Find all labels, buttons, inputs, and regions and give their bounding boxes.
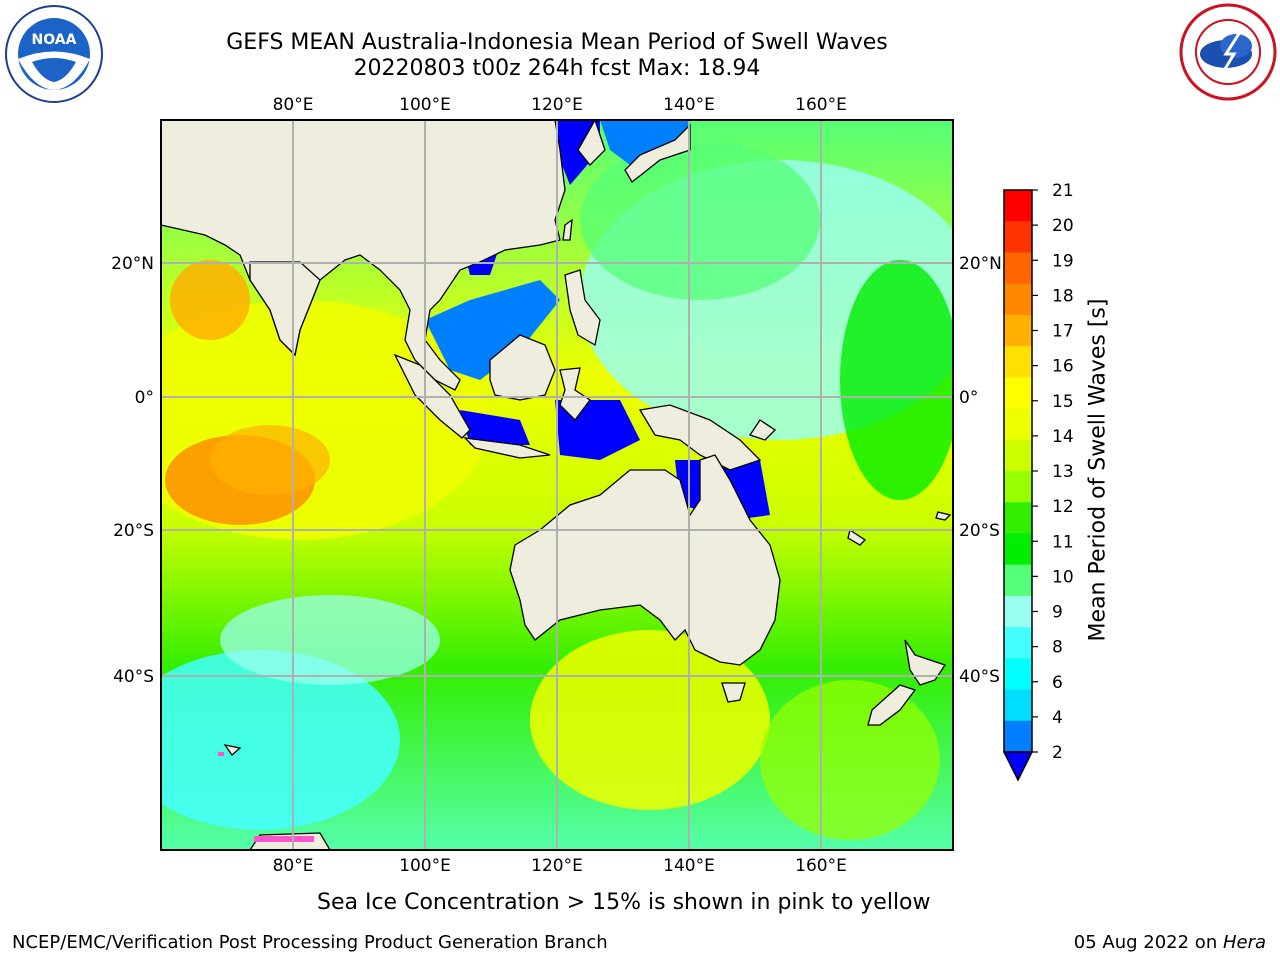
colorbar-ticks: 21 20 19 18 17 16 15 14 13 12 11 10 9 8 6 4 2: [1032, 181, 1074, 763]
footer-host: Hera: [1222, 932, 1266, 953]
colorbar-label: Mean Period of Swell Waves [s]: [1085, 298, 1111, 642]
sea-ice-note: Sea Ice Concentration > 15% is shown in …: [317, 890, 931, 915]
lat-label-right: 20°N: [959, 254, 1002, 274]
lon-label-bottom: 120°E: [531, 856, 583, 876]
lon-label-top: 160°E: [795, 95, 847, 115]
noaa-logo: NOAA: [5, 5, 103, 103]
lat-label-left: 40°S: [113, 667, 154, 687]
colorbar-tick-label: 2: [1052, 743, 1063, 763]
lat-label-left: 20°N: [111, 254, 154, 274]
lon-label-top: 80°E: [273, 95, 314, 115]
colorbar-tick-label: 4: [1052, 708, 1063, 728]
lon-label-top: 120°E: [531, 95, 583, 115]
colorbar-tick-label: 17: [1052, 322, 1074, 342]
lat-label-right: 40°S: [959, 667, 1000, 687]
colorbar-segment: [1004, 595, 1032, 628]
colorbar-tick-label: 10: [1052, 567, 1074, 587]
footer-date: 05 Aug 2022 on Hera: [1074, 932, 1266, 953]
colorbar-segment: [1004, 283, 1032, 316]
colorbar-tick-label: 20: [1052, 216, 1074, 236]
lat-label-left: 20°S: [113, 521, 154, 541]
swell-period-field: [161, 120, 953, 850]
map-title: GEFS MEAN Australia-Indonesia Mean Perio…: [226, 30, 888, 55]
colorbar-tick-label: 16: [1052, 357, 1074, 377]
colorbar: [1002, 189, 1034, 782]
colorbar-segment: [1004, 377, 1032, 410]
colorbar-tick-label: 9: [1052, 603, 1063, 623]
colorbar-segment: [1004, 720, 1032, 753]
colorbar-segment: [1004, 439, 1032, 472]
lon-label-top: 140°E: [663, 95, 715, 115]
colorbar-tick-label: 13: [1052, 462, 1074, 482]
lat-label-right: 0°: [959, 388, 978, 408]
colorbar-segment: [1004, 314, 1032, 347]
colorbar-tick-label: 12: [1052, 497, 1074, 517]
colorbar-segment: [1004, 471, 1032, 503]
colorbar-tick-label: 21: [1052, 181, 1074, 201]
lon-label-bottom: 80°E: [273, 856, 314, 876]
colorbar-segment: [1004, 346, 1032, 378]
lon-label-top: 100°E: [399, 95, 451, 115]
map-frame: [160, 119, 954, 851]
svg-text:NOAA: NOAA: [32, 32, 77, 48]
lon-label-bottom: 160°E: [795, 856, 847, 876]
footer-date-text: 05 Aug 2022 on: [1073, 932, 1223, 953]
colorbar-tick-label: 19: [1052, 251, 1074, 271]
colorbar-segment: [1004, 533, 1032, 566]
colorbar-segment: [1004, 221, 1032, 253]
colorbar-tick-label: 11: [1052, 532, 1074, 552]
colorbar-segment: [1004, 564, 1032, 597]
map-subtitle: 20220803 t00z 264h fcst Max: 18.94: [353, 56, 761, 81]
colorbar-tick-label: 14: [1052, 427, 1074, 447]
lon-label-bottom: 100°E: [399, 856, 451, 876]
colorbar-extend-arrow: [1002, 751, 1034, 782]
lat-label-right: 20°S: [959, 521, 1000, 541]
colorbar-segment: [1004, 689, 1032, 722]
nws-logo: [1179, 3, 1277, 101]
colorbar-segment: [1004, 190, 1032, 222]
colorbar-segment: [1004, 627, 1032, 659]
colorbar-segment: [1004, 408, 1032, 441]
colorbar-tick-label: 8: [1052, 638, 1063, 658]
colorbar-tick-label: 6: [1052, 673, 1063, 693]
lat-label-left: 0°: [135, 388, 154, 408]
colorbar-tick-label: 18: [1052, 286, 1074, 306]
footer-credit: NCEP/EMC/Verification Post Processing Pr…: [12, 932, 608, 953]
colorbar-segment: [1004, 252, 1032, 285]
colorbar-tick-label: 15: [1052, 392, 1074, 412]
colorbar-segment: [1004, 502, 1032, 534]
colorbar-segment: [1004, 658, 1032, 691]
lon-label-bottom: 140°E: [663, 856, 715, 876]
